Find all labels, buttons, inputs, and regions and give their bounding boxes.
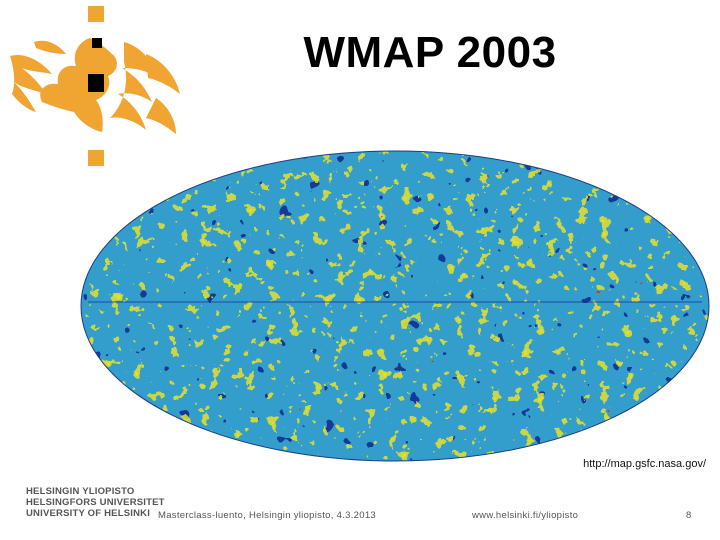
- university-flame-logo: [10, 6, 180, 166]
- image-source-link[interactable]: http://map.gsfc.nasa.gov/: [583, 458, 706, 470]
- university-name-en: UNIVERSITY OF HELSINKI: [26, 508, 151, 519]
- university-name-logo: HELSINGIN YLIOPISTO HELSINGFORS UNIVERSI…: [26, 486, 165, 519]
- footer-event: Masterclass-luento, Helsingin yliopisto,…: [158, 510, 376, 521]
- page-number: 8: [686, 510, 692, 521]
- university-name-fi: HELSINGIN YLIOPISTO: [26, 486, 135, 497]
- slide-title: WMAP 2003: [303, 28, 557, 77]
- wmap-sky-map-image: [80, 150, 710, 462]
- university-name-sv: HELSINGFORS UNIVERSITET: [26, 497, 165, 508]
- footer-website: www.helsinki.fi/yliopisto: [472, 510, 579, 521]
